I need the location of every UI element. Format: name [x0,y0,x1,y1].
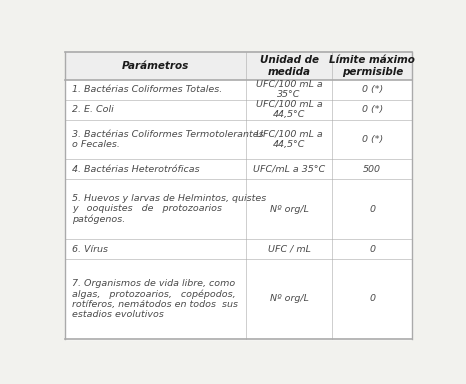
Text: 0 (*): 0 (*) [362,105,383,114]
Text: 0: 0 [370,205,375,214]
Text: UFC/mL a 35°C: UFC/mL a 35°C [253,165,325,174]
Bar [65,52,412,79]
Bar [65,99,412,119]
Text: Unidad de
medida: Unidad de medida [260,55,319,77]
Bar [65,159,412,179]
Text: 4. Bactérias Heterotróficas: 4. Bactérias Heterotróficas [72,165,199,174]
Text: UFC / mL: UFC / mL [267,245,310,253]
Text: Parámetros: Parámetros [122,61,189,71]
Text: Límite máximo
permisible: Límite máximo permisible [329,55,415,77]
Text: 0: 0 [370,295,375,303]
Text: 0: 0 [370,245,375,253]
Text: Nº org/L: Nº org/L [270,295,308,303]
Text: 5. Huevos y larvas de Helmintos, quistes
y   ooquistes   de   protozoarios
patóg: 5. Huevos y larvas de Helmintos, quistes… [72,194,266,224]
Text: 0 (*): 0 (*) [362,135,383,144]
Text: 7. Organismos de vida libre, como
algas,   protozoarios,   copépodos,
rotíferos,: 7. Organismos de vida libre, como algas,… [72,278,238,319]
Text: UFC/100 mL a
44,5°C: UFC/100 mL a 44,5°C [256,100,322,119]
Text: 1. Bactérias Coliformes Totales.: 1. Bactérias Coliformes Totales. [72,85,222,94]
Text: 3. Bactérias Coliformes Termotolerantes
o Fecales.: 3. Bactérias Coliformes Termotolerantes … [72,130,264,149]
Text: 2. E. Coli: 2. E. Coli [72,105,114,114]
Text: Nº org/L: Nº org/L [270,205,308,214]
Text: 6. Vírus: 6. Vírus [72,245,108,253]
Text: 0 (*): 0 (*) [362,85,383,94]
Bar [65,239,412,259]
Text: 500: 500 [363,165,381,174]
Text: UFC/100 mL a
35°C: UFC/100 mL a 35°C [256,80,322,99]
Bar [65,79,412,99]
Text: UFC/100 mL a
44,5°C: UFC/100 mL a 44,5°C [256,130,322,149]
